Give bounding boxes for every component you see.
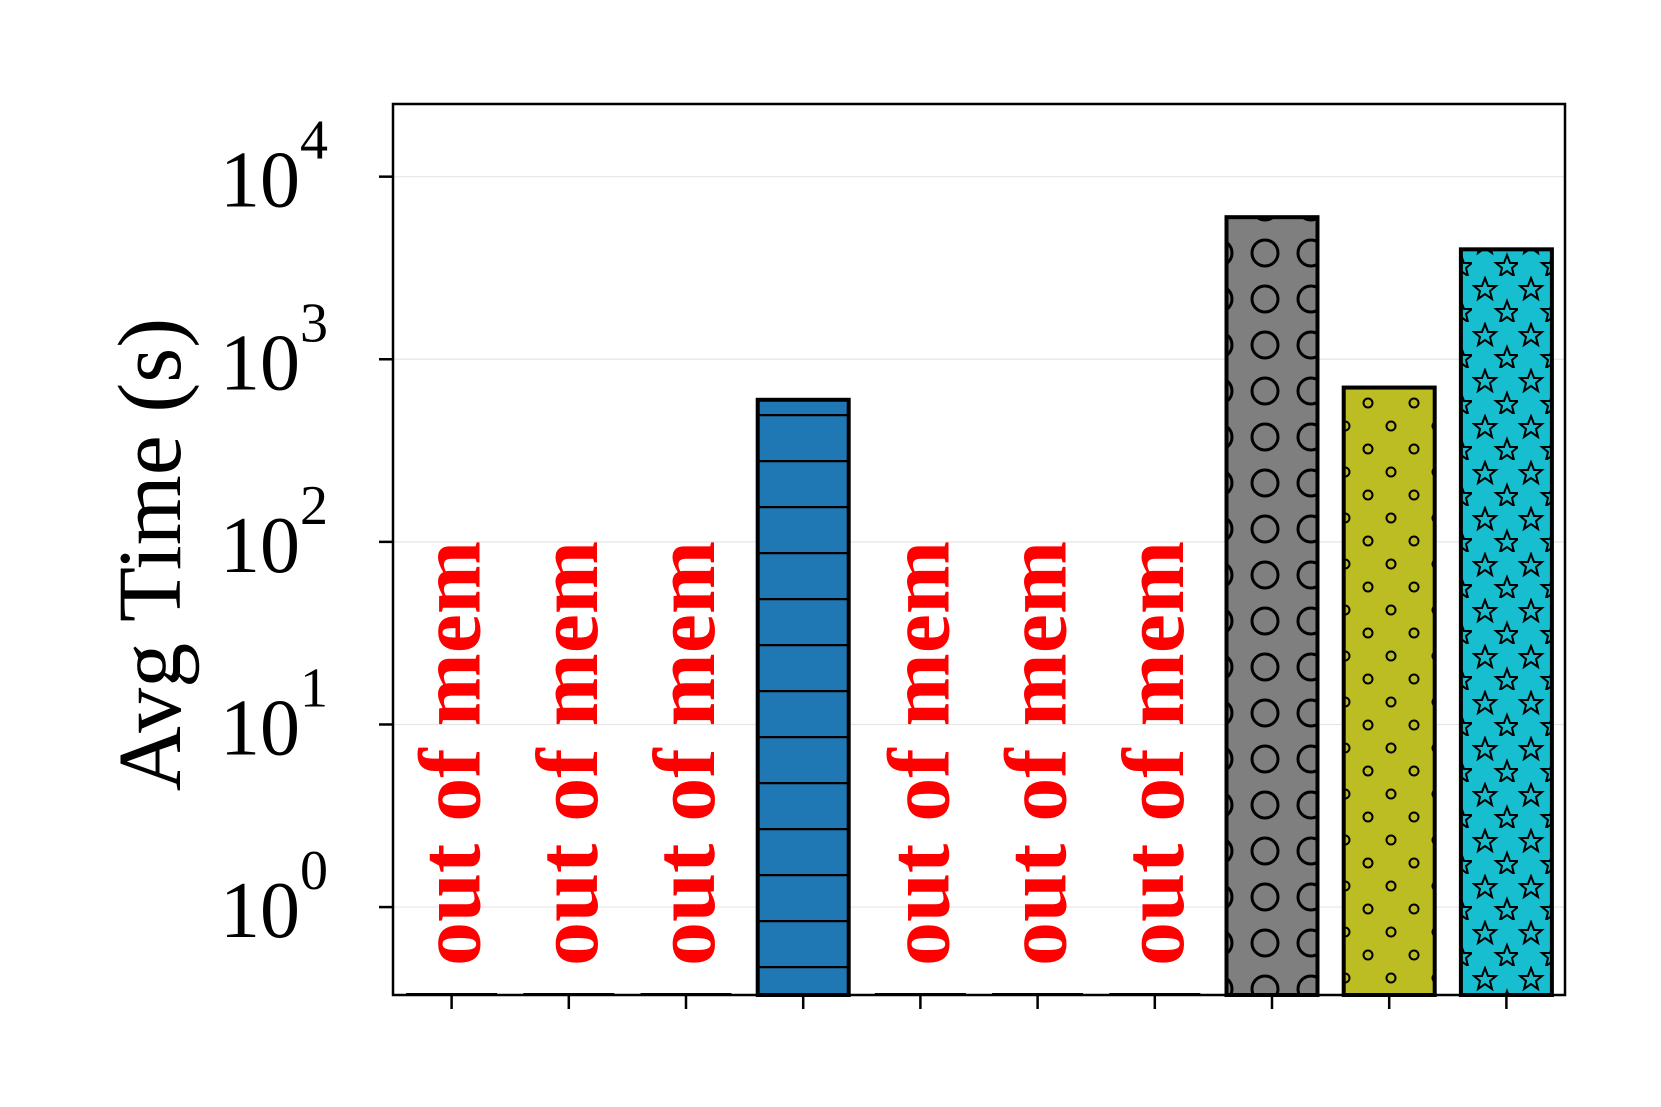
bar xyxy=(1458,247,1554,997)
bar xyxy=(755,397,851,997)
out-of-mem-label: out of mem xyxy=(989,541,1086,966)
bar xyxy=(1341,385,1437,998)
out-of-mem-label: out of mem xyxy=(1106,541,1203,966)
y-tick-label: 103 xyxy=(220,292,328,407)
y-tick-exponent: 0 xyxy=(300,840,328,902)
out-of-mem-label: out of mem xyxy=(520,541,617,966)
plot-frame xyxy=(391,102,1567,997)
y-tick-label: 101 xyxy=(220,657,328,772)
y-axis-label: Avg Time (s) xyxy=(101,318,200,791)
annotation-layer: out of mem out of mem out of mem out of mem… xyxy=(403,541,1203,966)
out-of-mem-label: out of mem xyxy=(871,541,968,966)
y-tick-exponent: 3 xyxy=(300,292,328,354)
bars-layer xyxy=(406,215,1554,998)
y-tick-label: 104 xyxy=(220,110,328,225)
y-tick-exponent: 1 xyxy=(300,657,328,719)
y-tick-label: 100 xyxy=(220,840,328,955)
out-of-mem-label: out of mem xyxy=(403,541,500,966)
y-tick-exponent: 4 xyxy=(300,110,328,172)
bar xyxy=(1224,215,1320,998)
y-tick-label: 102 xyxy=(220,475,328,590)
out-of-mem-label: out of mem xyxy=(637,541,734,966)
y-tick-exponent: 2 xyxy=(300,475,328,537)
